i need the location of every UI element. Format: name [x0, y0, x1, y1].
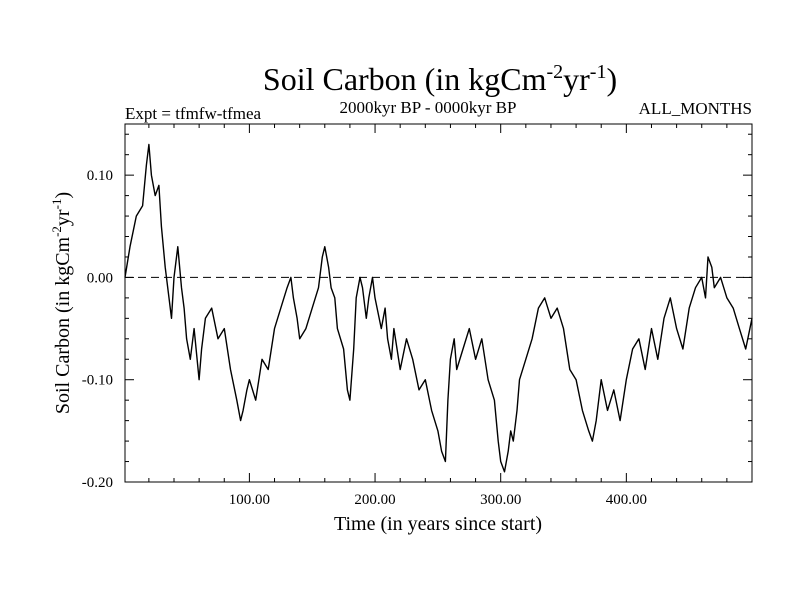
- y-tick-label: 0.10: [87, 168, 113, 184]
- chart-title: Soil Carbon (in kgCm-2yr-1): [263, 61, 617, 97]
- experiment-label: Expt = tfmfw-tfmea: [125, 104, 262, 123]
- x-tick-labels: 100.00 200.00 300.00 400.00: [229, 492, 647, 508]
- time-range-label: 2000kyr BP - 0000kyr BP: [340, 98, 517, 117]
- series-group: [124, 143, 753, 473]
- y-tick-labels: 0.10 0.00 -0.10 -0.20: [82, 168, 113, 491]
- minor-ticks: [125, 124, 752, 482]
- x-tick-label: 200.00: [354, 492, 395, 508]
- soil-carbon-series-line: [124, 143, 753, 473]
- y-tick-label: -0.20: [82, 475, 113, 491]
- x-tick-label: 100.00: [229, 492, 270, 508]
- y-axis-label: Soil Carbon (in kgCm-2yr-1): [49, 192, 74, 414]
- major-ticks: [125, 124, 752, 483]
- x-tick-label: 400.00: [606, 492, 647, 508]
- x-axis-label: Time (in years since start): [334, 513, 542, 535]
- y-tick-label: -0.10: [82, 373, 113, 389]
- months-label: ALL_MONTHS: [639, 99, 752, 118]
- x-tick-label: 300.00: [480, 492, 521, 508]
- y-tick-label: 0.00: [87, 270, 113, 286]
- plot-frame: [124, 123, 753, 483]
